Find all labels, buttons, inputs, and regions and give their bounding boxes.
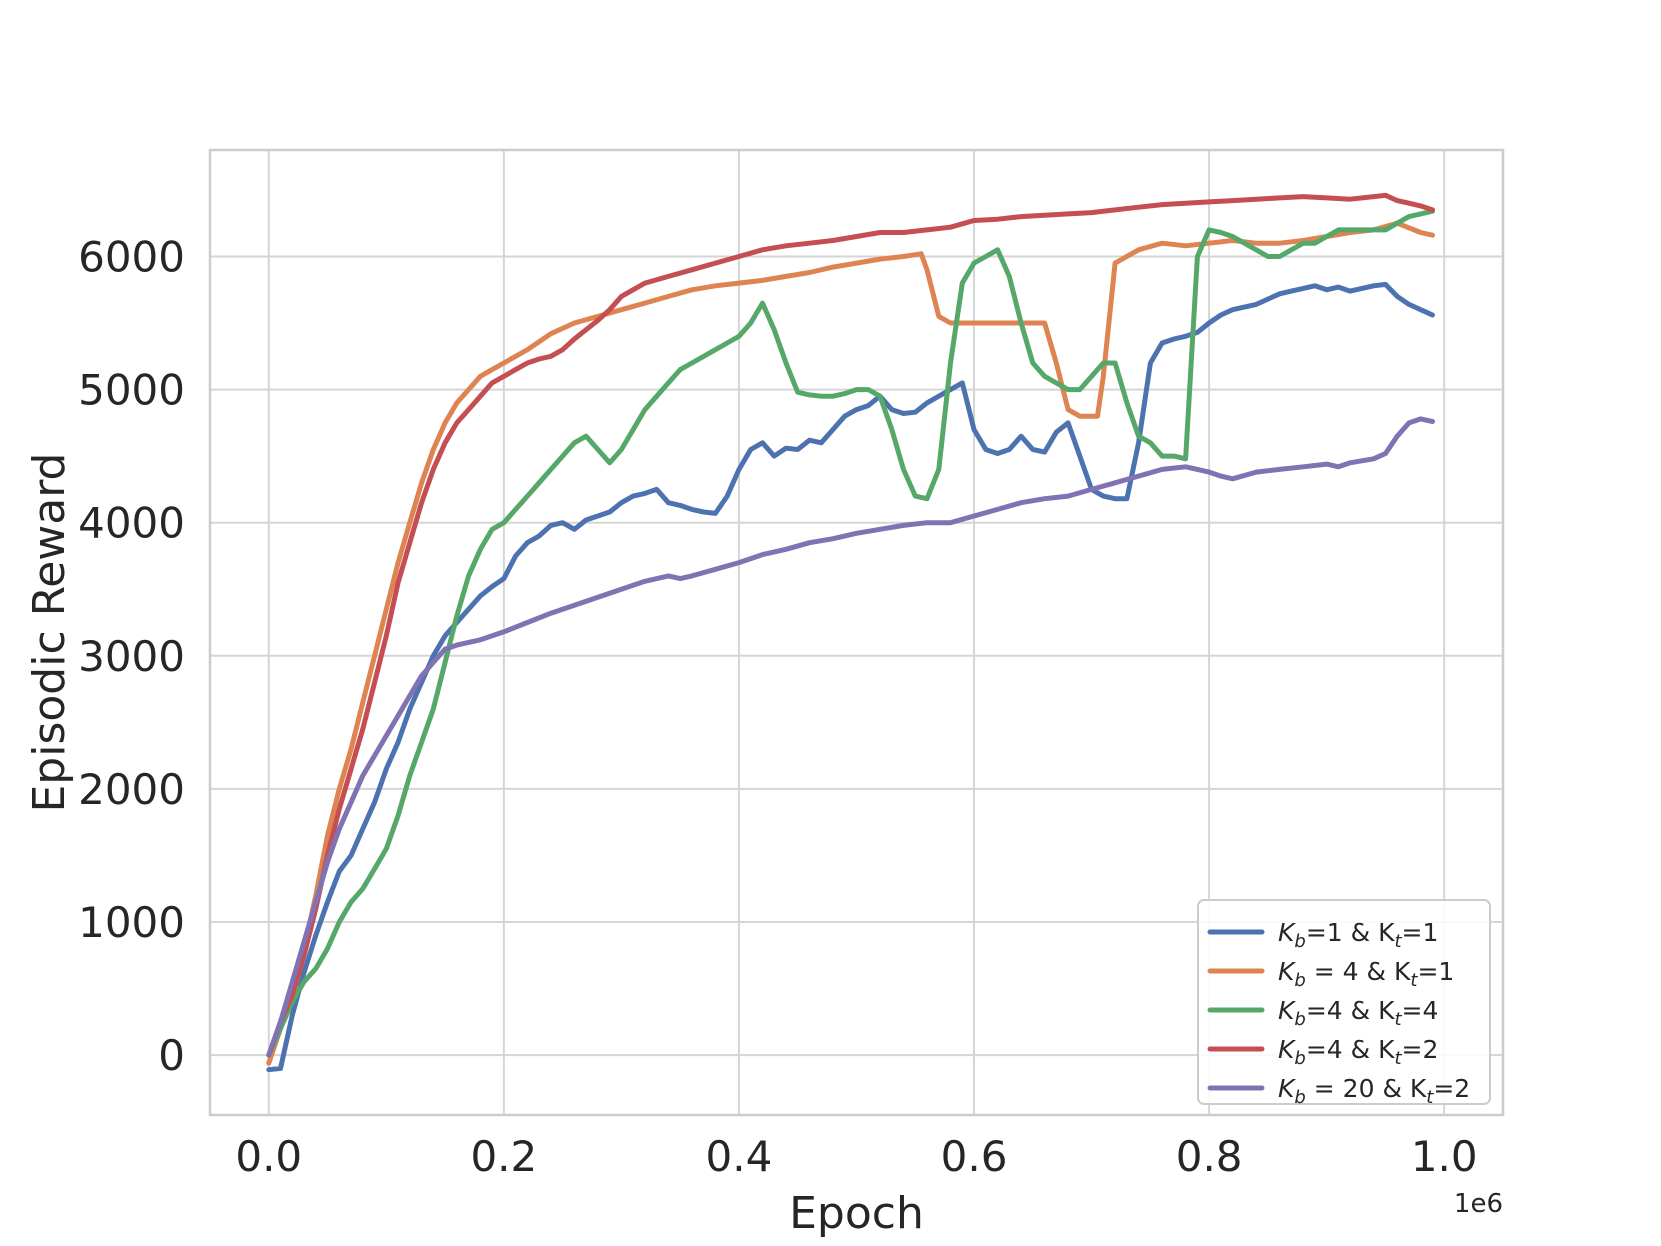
x-axis-offset-label: 1e6 [1454, 1189, 1503, 1219]
legend-entry: Kb = 4 & Kt=1 [1278, 957, 1454, 991]
y-tick-label: 2000 [78, 765, 185, 814]
x-tick-label: 0.0 [235, 1132, 302, 1181]
series-line [266, 416, 1435, 1058]
y-tick-labels: 0 1000 2000 3000 4000 5000 6000 [78, 232, 185, 1080]
x-tick-label: 0.4 [706, 1132, 773, 1181]
x-tick-label: 0.6 [941, 1132, 1008, 1181]
series-line [266, 220, 1435, 1066]
y-axis-label: Episodic Reward [24, 453, 75, 813]
legend-entry: Kb=1 & Kt=1 [1278, 918, 1438, 952]
legend-box [1197, 899, 1491, 1105]
x-axis-label: Epoch [789, 1188, 924, 1239]
legend: Kb=1 & Kt=1 Kb = 4 & Kt=1 Kb=4 & Kt=4 Kb=4 … [1197, 899, 1491, 1108]
y-tick-label: 5000 [78, 366, 185, 415]
x-tick-label: 1.0 [1411, 1132, 1478, 1181]
y-tick-label: 0 [158, 1031, 185, 1080]
legend-entry: Kb = 20 & Kt=2 [1278, 1074, 1470, 1108]
x-tick-label: 0.8 [1176, 1132, 1243, 1181]
y-tick-label: 3000 [78, 632, 185, 681]
x-tick-labels: 0.0 0.2 0.4 0.6 0.8 1.0 [235, 1132, 1477, 1181]
y-tick-label: 6000 [78, 232, 185, 281]
plot-frame [208, 148, 1505, 1117]
series-line [266, 281, 1435, 1073]
legend-entry: Kb=4 & Kt=4 [1278, 996, 1438, 1030]
y-tick-label: 4000 [78, 499, 185, 548]
series-line [266, 192, 1435, 1058]
y-tick-label: 1000 [78, 898, 185, 947]
x-tick-label: 0.2 [470, 1132, 537, 1181]
series-line [266, 208, 1435, 1058]
legend-entry: Kb=4 & Kt=2 [1278, 1035, 1438, 1069]
series-lines [266, 192, 1435, 1073]
